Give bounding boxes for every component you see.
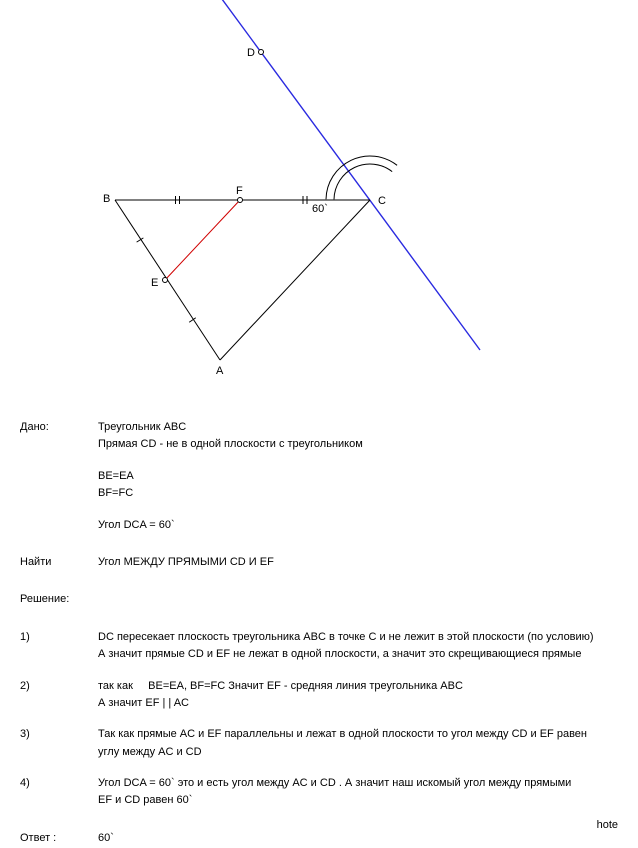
svg-text:D: D [247, 47, 255, 59]
given-line: BF=FC [98, 486, 638, 501]
given-line: Треугольник ABC [98, 420, 638, 435]
step-line: А значит прямые CD и EF не лежат в одной… [98, 647, 638, 662]
svg-text:C: C [378, 195, 386, 207]
geometry-diagram: A B C D E F 60` [0, 0, 638, 380]
step-line: Угол DCA = 60` это и есть угол между AC … [98, 776, 638, 791]
step-label: 2) [20, 679, 98, 694]
find-label: Найти [20, 555, 98, 570]
find-line: Угол МЕЖДУ ПРЯМЫМИ CD И EF [98, 555, 638, 570]
svg-text:B: B [103, 193, 110, 205]
svg-text:E: E [151, 277, 158, 289]
answer-value: 60` [98, 831, 638, 846]
svg-text:60`: 60` [312, 203, 328, 215]
step-label: 3) [20, 727, 98, 742]
answer-label: Ответ : [20, 831, 98, 846]
svg-text:F: F [236, 185, 243, 197]
step-line: А значит EF | | AC [98, 696, 638, 711]
given-line: Прямая CD - не в одной плоскости с треуг… [98, 437, 638, 452]
step-line: DC пересекает плоскость треугольника ABC… [98, 630, 638, 645]
solution-text: Дано: Треугольник ABC Прямая CD - не в о… [20, 420, 638, 848]
svg-text:A: A [216, 365, 224, 377]
step-line: углу между AC и CD [98, 745, 638, 760]
solution-label: Решение: [20, 592, 98, 607]
given-label: Дано: [20, 420, 98, 435]
step-line: так как BE=EA, BF=FC Значит EF - средняя… [98, 679, 638, 694]
step-label: 1) [20, 630, 98, 645]
step-line: Так как прямые AC и EF параллельны и леж… [98, 727, 638, 742]
given-line: Угол DCA = 60` [98, 518, 638, 533]
given-line: BE=EA [98, 469, 638, 484]
footer-note: hote [597, 819, 618, 831]
step-label: 4) [20, 776, 98, 791]
step-line: EF и CD равен 60` [98, 793, 638, 808]
